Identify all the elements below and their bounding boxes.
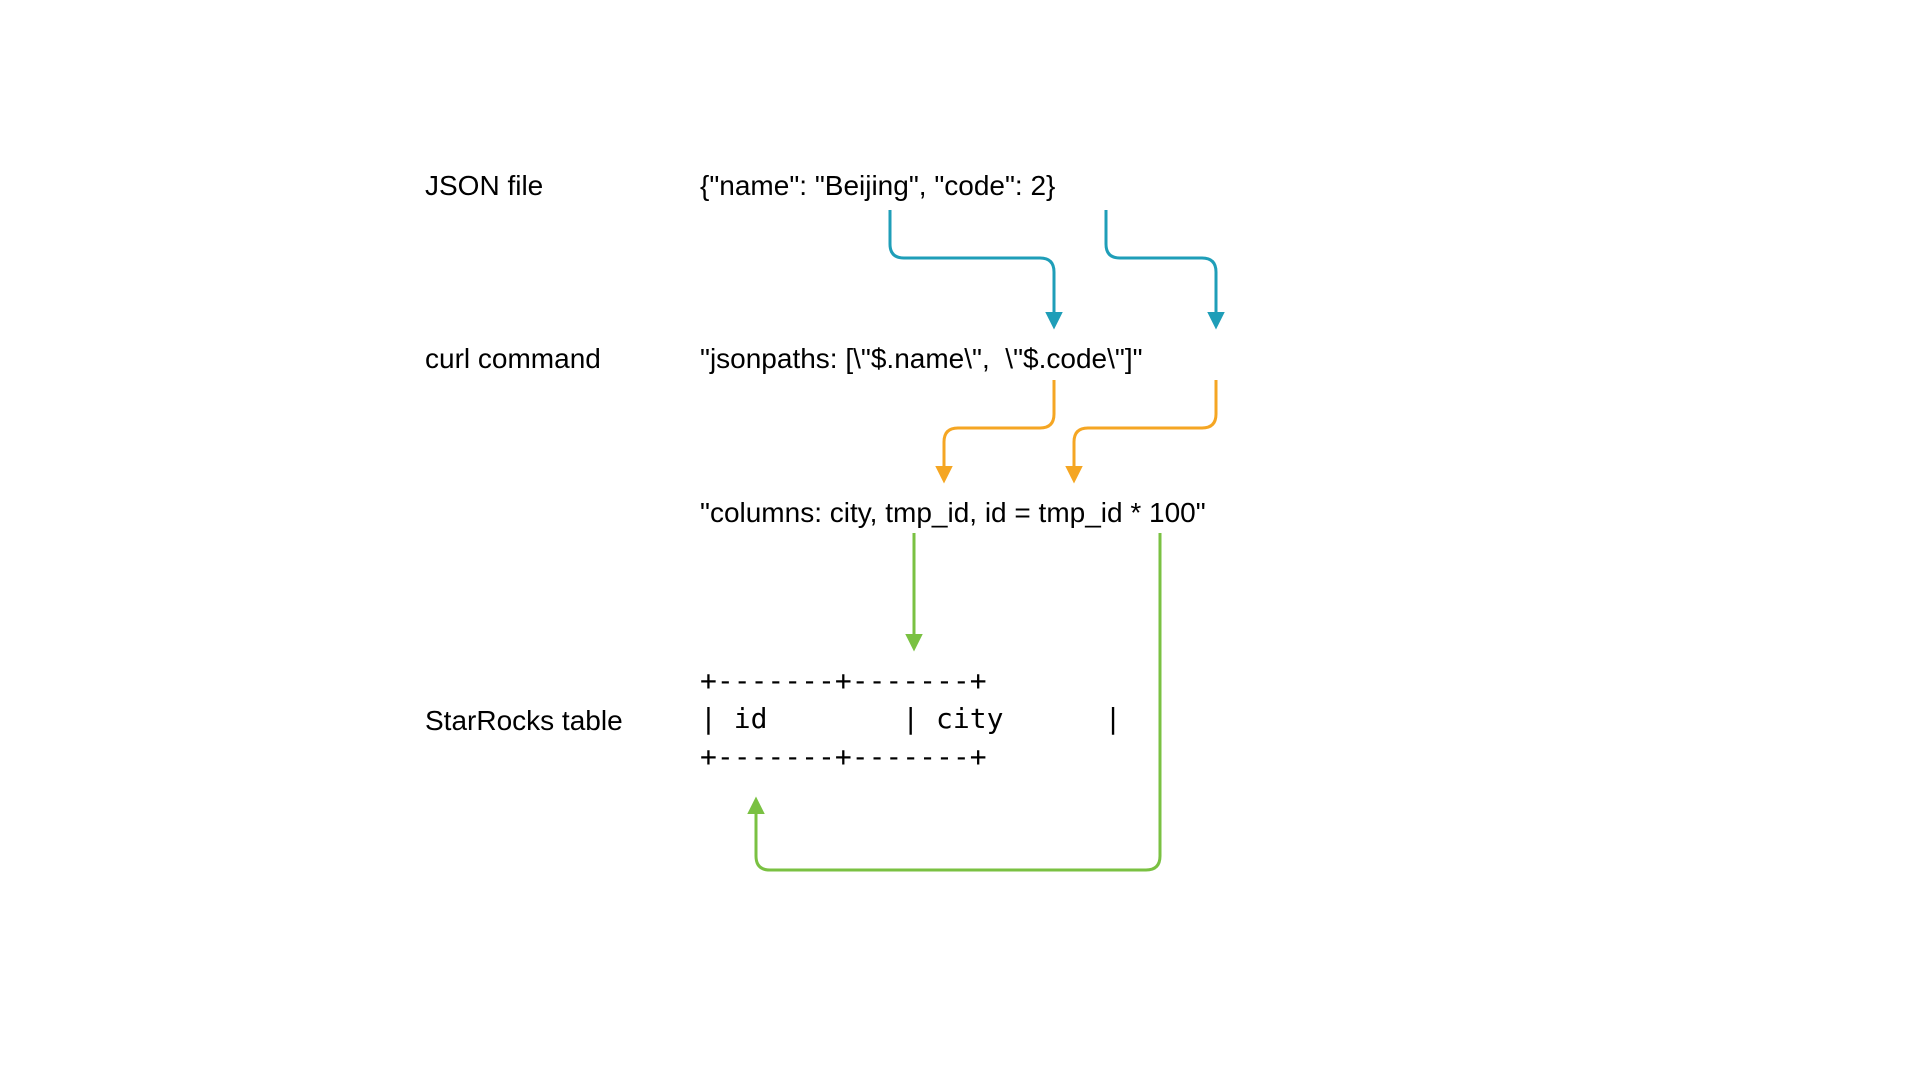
json-file-content: {"name": "Beijing", "code": 2} (700, 170, 1055, 202)
diagram-canvas: JSON file curl command StarRocks table {… (0, 0, 1920, 1080)
label-starrocks-table: StarRocks table (425, 705, 623, 737)
table-row: | id | city | (700, 700, 1121, 738)
arrow-code-to-jsonpath-code (1106, 210, 1216, 326)
arrow-layer (0, 0, 1920, 1080)
arrow-jsonpath-name-to-city (944, 380, 1054, 480)
label-curl-command: curl command (425, 343, 601, 375)
arrow-name-to-jsonpath-name (890, 210, 1054, 326)
label-json-file: JSON file (425, 170, 543, 202)
columns-content: "columns: city, tmp_id, id = tmp_id * 10… (700, 497, 1206, 529)
arrow-jsonpath-code-to-tmpid (1074, 380, 1216, 480)
table-border-bottom: +-------+-------+ (700, 738, 987, 776)
table-border-top: +-------+-------+ (700, 662, 987, 700)
jsonpaths-content: "jsonpaths: [\"$.name\", \"$.code\"]" (700, 343, 1143, 375)
